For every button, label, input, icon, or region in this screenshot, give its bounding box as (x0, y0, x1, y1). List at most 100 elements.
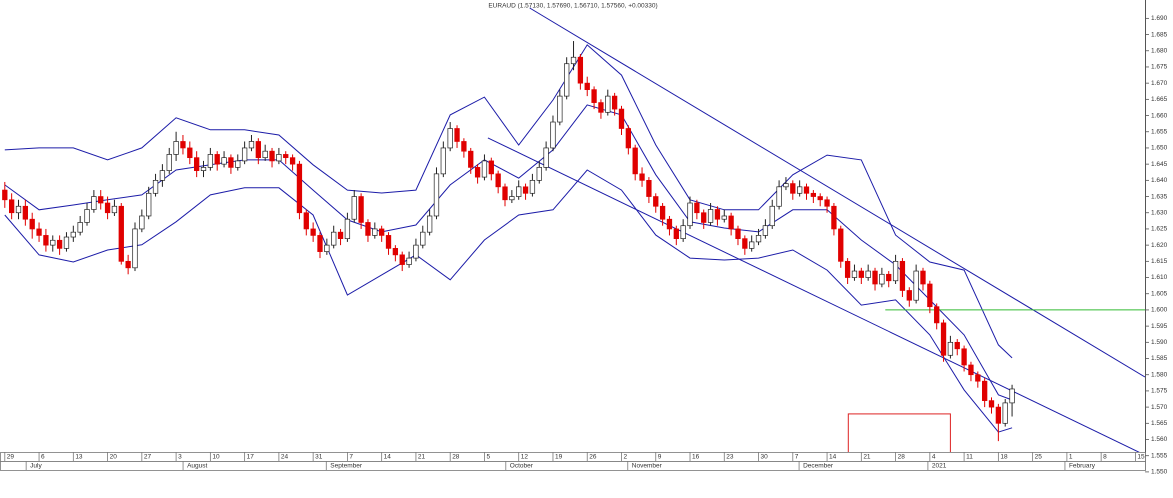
candle-body (838, 228, 844, 262)
x-tick-label: 7 (349, 454, 353, 461)
candle-body (653, 196, 659, 207)
candle-body (228, 157, 234, 168)
candle-body (200, 167, 207, 171)
x-tick-label: 25 (1035, 454, 1043, 461)
candle-body (783, 183, 789, 188)
candle-body (570, 56, 577, 65)
x-tick-label: 29 (7, 454, 15, 461)
candle-body (125, 260, 131, 269)
candle-body (666, 218, 673, 230)
candle-body (180, 141, 186, 149)
x-tick-label: 4 (932, 454, 936, 461)
candle-body (728, 215, 734, 230)
x-tick-label: 1 (1069, 454, 1073, 461)
y-tick-label: 1.655 (1151, 128, 1168, 135)
y-tick-label: 1.560 (1151, 436, 1168, 443)
candle-body (70, 231, 76, 238)
candle-body (241, 147, 248, 162)
candle-body (906, 290, 912, 301)
candle-body (817, 196, 823, 201)
candle-body (187, 147, 193, 159)
candle-body (420, 231, 426, 246)
candle-body (91, 196, 97, 210)
candle-body (659, 205, 666, 220)
month-label: September (330, 463, 363, 470)
month-row (0, 461, 1146, 471)
candle-body (468, 150, 474, 168)
x-tick-label: 9 (658, 454, 662, 461)
candle-body (536, 167, 542, 181)
candle-body (207, 154, 214, 168)
y-tick-label: 1.625 (1151, 226, 1168, 233)
y-tick-label: 1.565 (1151, 420, 1168, 427)
candle-body (289, 157, 296, 165)
candle-body (872, 270, 878, 285)
overlay-line (4, 104, 1013, 401)
candle-body (344, 218, 351, 240)
candle-body (639, 173, 645, 181)
y-tick-label: 1.650 (1151, 145, 1168, 152)
axis-layer: 1.550 1.555 1.560 1.565 1.570 1.575 1.580 1.585… (4, 15, 1168, 476)
chart-title: EURAUD (1.57130, 1.57690, 1.56710, 1.575… (488, 3, 657, 10)
candle-body (646, 179, 652, 197)
candle-body (474, 167, 481, 178)
candle-body (714, 209, 721, 220)
candle-body (63, 236, 70, 249)
candle-body (84, 209, 90, 223)
candle-body (173, 141, 179, 155)
candle-body (899, 260, 906, 291)
candle-body (886, 273, 892, 282)
candle-body (803, 186, 810, 194)
x-tick-label: 28 (898, 454, 906, 461)
candle-body (276, 154, 282, 162)
candle-body (892, 260, 899, 282)
x-tick-label: 2 (623, 454, 627, 461)
y-tick-label: 1.600 (1151, 307, 1168, 314)
x-tick-label: 18 (1000, 454, 1008, 461)
candle-body (29, 218, 35, 230)
candle-body (591, 89, 597, 103)
y-tick-label: 1.595 (1151, 323, 1168, 330)
x-tick-label: 10 (212, 454, 220, 461)
candle-body (810, 192, 817, 197)
x-tick-label: 30 (761, 454, 769, 461)
y-tick-label: 1.620 (1151, 242, 1168, 249)
candle-body (365, 222, 371, 236)
x-tick-label: 8 (1103, 454, 1107, 461)
candle-body (118, 205, 124, 262)
overlay-line (4, 44, 1013, 359)
candle-body (954, 341, 960, 350)
month-label: December (803, 463, 834, 470)
month-label: October (510, 463, 534, 470)
y-tick-label: 1.550 (1151, 469, 1168, 476)
y-tick-label: 1.670 (1151, 80, 1168, 87)
month-label: February (1069, 463, 1096, 470)
y-tick-label: 1.635 (1151, 193, 1168, 200)
candle-body (844, 260, 851, 278)
candle-body (550, 121, 556, 149)
candle-body (1002, 402, 1008, 424)
y-tick-label: 1.555 (1151, 452, 1168, 459)
x-tick-label: 19 (555, 454, 563, 461)
candle-body (214, 154, 220, 165)
candle-body (235, 160, 241, 168)
x-tick-label: 27 (144, 454, 152, 461)
candle-body (324, 244, 330, 252)
candle-body (454, 128, 460, 142)
month-label: July (30, 463, 42, 470)
x-tick-label: 14 (829, 454, 837, 461)
candle-body (36, 228, 42, 236)
candle-body (529, 179, 536, 194)
candle-body (43, 235, 49, 246)
candle-body (495, 173, 501, 188)
overlay-line (487, 137, 1140, 452)
candle-body (248, 141, 255, 149)
candle-body (584, 82, 590, 90)
candle-body (982, 380, 988, 401)
candle-body (968, 364, 974, 376)
candle-body (303, 212, 309, 230)
candle-body (104, 202, 111, 214)
candle-body (221, 157, 227, 165)
candle-body (975, 374, 981, 382)
